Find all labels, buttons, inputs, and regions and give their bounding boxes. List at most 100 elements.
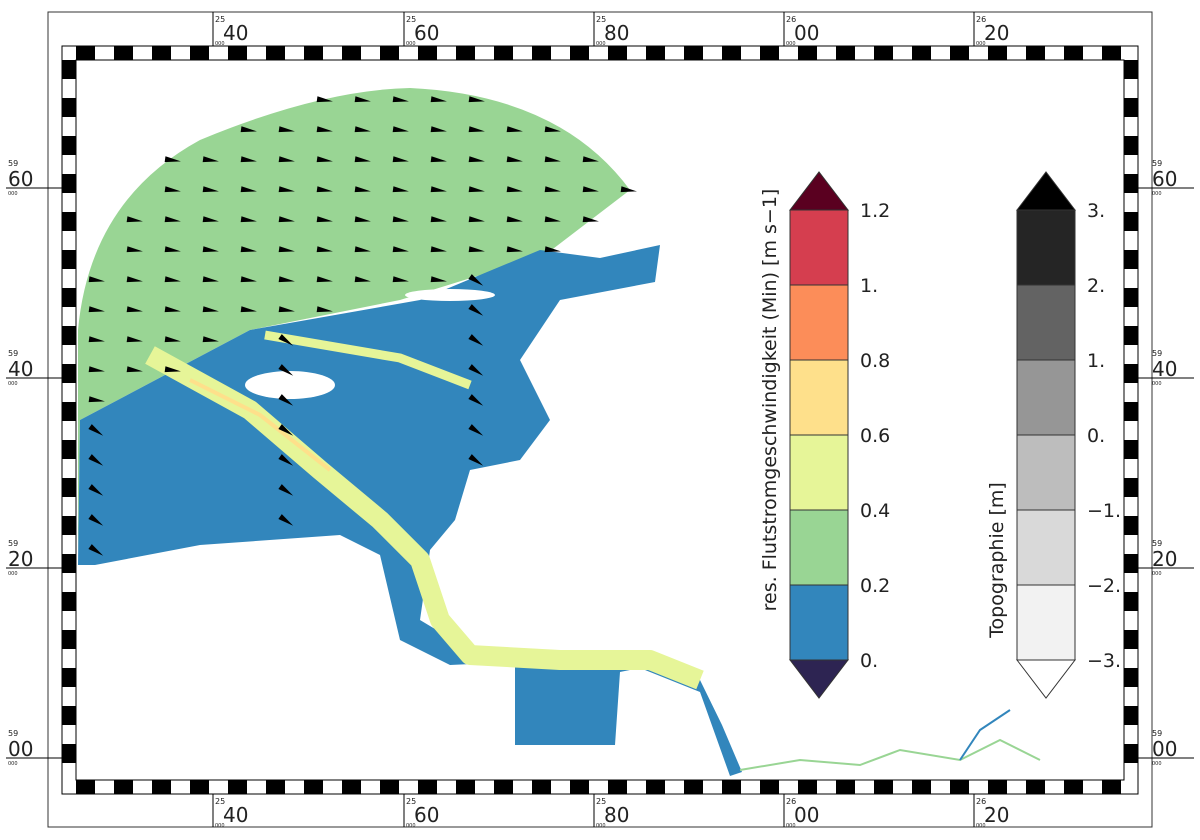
flow-arrow — [430, 156, 447, 163]
flow-arrow — [202, 306, 219, 313]
colorbar-tick-label: 1. — [1087, 350, 1105, 372]
flow-arrow — [278, 276, 295, 283]
flow-arrow — [88, 424, 104, 436]
border-check — [62, 250, 76, 269]
colorbar-tick-label: 0.8 — [860, 350, 890, 372]
flow-arrow — [164, 246, 181, 253]
label-prefix: 59 — [1152, 159, 1162, 168]
flow-arrow — [88, 366, 105, 373]
label-main: 60 — [8, 167, 33, 191]
flow-arrow — [468, 274, 484, 286]
label-prefix: 25 — [596, 797, 606, 806]
border-check — [988, 46, 1007, 60]
border-check — [1064, 780, 1083, 794]
flow-arrow — [88, 396, 105, 403]
border-check — [62, 98, 76, 117]
border-check — [190, 46, 209, 60]
border-check — [62, 630, 76, 649]
flow-arrow — [506, 246, 523, 253]
flow-arrow — [316, 306, 333, 313]
colorbar-tick-label: 1. — [860, 275, 878, 297]
border-check — [62, 326, 76, 345]
border-check — [608, 780, 627, 794]
flow-arrow — [430, 216, 447, 223]
border-check — [1124, 706, 1138, 725]
water-region — [78, 88, 630, 565]
flow-arrow — [202, 216, 219, 223]
border-check — [836, 780, 855, 794]
island — [405, 289, 495, 301]
flow-arrow — [126, 246, 143, 253]
border-check — [760, 780, 779, 794]
border-check — [798, 780, 817, 794]
colorbar-segment — [1016, 209, 1076, 286]
label-sub: 000 — [8, 571, 18, 577]
flow-arrow — [278, 334, 294, 346]
border-check — [342, 780, 361, 794]
border-check — [1124, 668, 1138, 687]
flow-arrow — [164, 216, 181, 223]
border-check — [684, 780, 703, 794]
border-check — [62, 668, 76, 687]
border-check — [1124, 250, 1138, 269]
flow-arrow — [392, 276, 409, 283]
flow-arrow — [354, 96, 371, 103]
flow-arrow — [88, 484, 104, 496]
label-main: 20 — [1152, 547, 1177, 571]
label-prefix: 25 — [596, 15, 606, 24]
border-check — [798, 46, 817, 60]
border-check — [494, 780, 513, 794]
flow-arrow — [392, 216, 409, 223]
flow-arrow — [316, 186, 333, 193]
border-check — [608, 46, 627, 60]
flow-arrow — [164, 276, 181, 283]
map-area — [78, 88, 1041, 776]
label-sub: 000 — [406, 41, 416, 47]
label-prefix: 25 — [215, 797, 225, 806]
flow-arrow — [126, 366, 143, 373]
flow-arrow — [278, 484, 294, 496]
border-check — [62, 402, 76, 421]
channel-branch — [264, 330, 472, 390]
flow-arrow — [468, 424, 484, 436]
colorbar-tick-label: 1.2 — [860, 200, 890, 222]
colorbar-segment — [789, 284, 849, 361]
colorbar-tick-label: 0. — [1087, 425, 1105, 447]
colorbar-segment — [1016, 359, 1076, 436]
channel-core — [189, 378, 332, 472]
label-prefix: 26 — [976, 15, 986, 24]
flow-arrow — [278, 514, 294, 526]
colorbar-tick-label: 0.4 — [860, 500, 890, 522]
flow-arrow — [468, 216, 485, 223]
label-sub: 000 — [786, 823, 796, 829]
flow-arrow — [126, 216, 143, 223]
flow-arrow — [468, 394, 484, 406]
island — [245, 371, 335, 399]
border-check — [1064, 46, 1083, 60]
flow-arrow — [392, 126, 409, 133]
flow-arrow — [316, 126, 333, 133]
border-check — [1124, 326, 1138, 345]
border-check — [1124, 554, 1138, 573]
label-main: 80 — [604, 21, 629, 45]
flow-arrow — [468, 156, 485, 163]
flow-arrow — [506, 186, 523, 193]
flow-arrow — [88, 454, 104, 466]
border-check — [532, 46, 551, 60]
flow-arrow — [278, 364, 294, 376]
border-check — [62, 592, 76, 611]
flow-arrow — [354, 276, 371, 283]
flow-arrow — [468, 454, 484, 466]
flow-arrow — [164, 306, 181, 313]
flow-arrow — [582, 186, 599, 193]
border-check — [1124, 440, 1138, 459]
label-prefix: 59 — [1152, 539, 1162, 548]
flow-arrow — [88, 544, 104, 556]
border-check — [380, 46, 399, 60]
colorbar-tick-label: 0.6 — [860, 425, 890, 447]
colorbar-tick-label: 0. — [860, 650, 878, 672]
flow-arrow — [202, 276, 219, 283]
border-check — [1124, 212, 1138, 231]
colorbar-label: Topographie [m] — [986, 482, 1008, 639]
border-check — [646, 780, 665, 794]
